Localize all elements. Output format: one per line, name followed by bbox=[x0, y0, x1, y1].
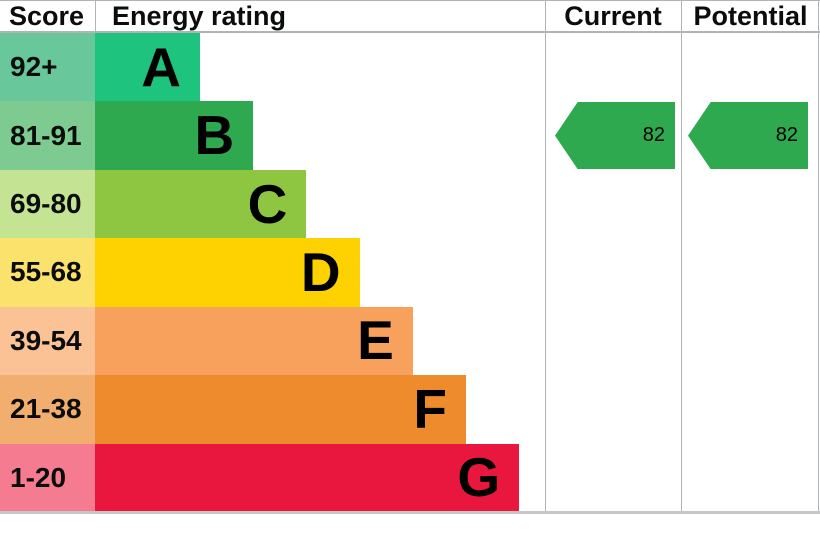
band-rows: 92+ A 81-91 B 69-80 C 55-68 D 39-54 E 21-38 F 1-20 G bbox=[0, 33, 545, 512]
band-bar-c: C bbox=[95, 169, 307, 239]
potential-rating-arrow: 82 bbox=[688, 101, 808, 170]
band-bar-e: E bbox=[95, 306, 413, 376]
band-bar-f: F bbox=[95, 375, 466, 444]
band-bar-a: A bbox=[95, 33, 200, 102]
current-rating-arrow: 82 bbox=[555, 101, 675, 170]
band-row-e: 39-54 E bbox=[0, 306, 545, 376]
score-range-f: 21-38 bbox=[0, 375, 95, 444]
header-underline bbox=[0, 31, 820, 33]
score-range-d: 55-68 bbox=[0, 238, 95, 307]
band-row-g: 1-20 G bbox=[0, 443, 545, 512]
band-bar-d: D bbox=[95, 238, 360, 307]
potential-column-divider bbox=[681, 0, 682, 512]
band-bar-b: B bbox=[95, 101, 254, 170]
current-rating-value: 82 bbox=[642, 124, 665, 147]
header-energy-rating: Energy rating bbox=[95, 0, 545, 32]
band-row-c: 69-80 C bbox=[0, 169, 545, 239]
right-border bbox=[818, 0, 819, 512]
band-row-d: 55-68 D bbox=[0, 238, 545, 307]
score-range-e: 39-54 bbox=[0, 306, 95, 376]
header-score: Score bbox=[9, 0, 85, 31]
score-range-b: 81-91 bbox=[0, 101, 95, 170]
band-row-b: 81-91 B bbox=[0, 101, 545, 170]
current-column-divider bbox=[545, 0, 546, 512]
band-row-a: 92+ A bbox=[0, 33, 545, 102]
score-range-g: 1-20 bbox=[0, 443, 95, 512]
bottom-border bbox=[0, 511, 820, 514]
top-border bbox=[0, 0, 820, 1]
score-range-c: 69-80 bbox=[0, 169, 95, 239]
band-bar-g: G bbox=[95, 443, 520, 512]
score-range-a: 92+ bbox=[0, 33, 95, 102]
band-row-f: 21-38 F bbox=[0, 375, 545, 444]
header-current: Current bbox=[564, 0, 662, 31]
potential-rating-value: 82 bbox=[775, 124, 798, 147]
header-potential: Potential bbox=[693, 0, 808, 31]
